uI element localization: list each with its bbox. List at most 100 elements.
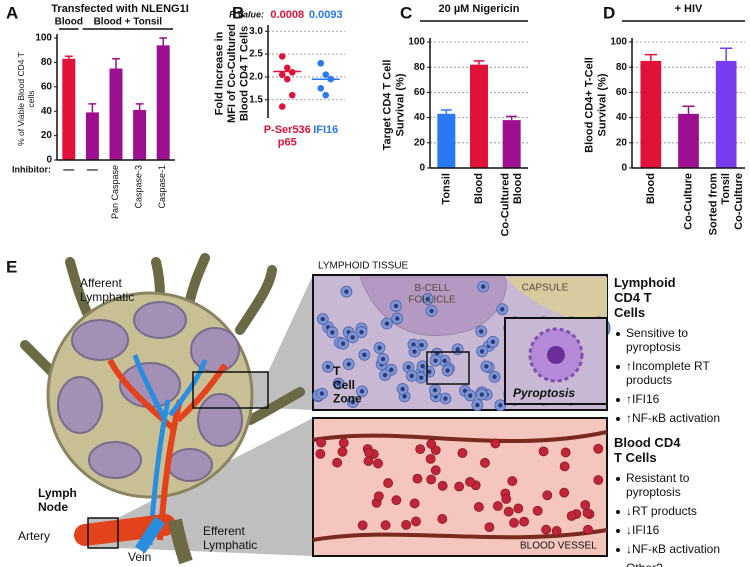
capsule-label: CAPSULE: [522, 283, 569, 294]
blood-cell: [507, 476, 518, 486]
y-tick-label: 60: [616, 87, 628, 98]
x-tick-label: P-Ser536 p65: [264, 124, 311, 149]
x-tick-label: Blood: [645, 173, 657, 204]
tissue-label: LYMPHOID TISSUE: [318, 261, 409, 272]
blood-cell: [542, 490, 553, 501]
data-point: [288, 91, 296, 99]
pyroptosis-label: Pyroptosis: [513, 386, 575, 400]
cell-nucleus: [320, 316, 326, 322]
blood-cell: [337, 446, 348, 457]
blood-cell: [357, 520, 368, 531]
blood-cell: [373, 491, 384, 502]
cell-nucleus: [377, 345, 382, 351]
blood-cell: [426, 439, 437, 449]
lymphatic-vessel: [20, 253, 305, 425]
zoom-box: [426, 351, 470, 385]
blood-cell: [409, 498, 420, 509]
y-tick-label: 1.5: [249, 94, 263, 105]
cell-nucleus: [412, 349, 417, 354]
data-point: [278, 103, 286, 110]
panel-letter: A: [6, 3, 18, 22]
error-bar: [506, 115, 518, 121]
data-point: [317, 85, 325, 92]
blood-cell: [401, 519, 412, 530]
cell-nucleus: [420, 364, 425, 369]
data-point: [283, 75, 291, 83]
blood-cell: [559, 487, 570, 498]
bullet: [616, 548, 620, 552]
zoom-box: [192, 371, 269, 409]
bar: [156, 45, 170, 160]
list-item: ↓NF-κB activation: [626, 542, 720, 556]
panel-e-art: [20, 253, 611, 565]
cell-nucleus: [411, 342, 416, 347]
y-tick-label: 0: [621, 163, 627, 174]
cell-nucleus: [362, 352, 367, 357]
y-axis-label: Target CD4 T CellSurvival (%): [382, 60, 407, 151]
cell-nucleus: [409, 373, 414, 379]
list-title: Lymphoid CD4 T Cells: [614, 275, 676, 320]
cell-nucleus: [389, 367, 394, 373]
x-tick-label: Pan Caspase: [110, 165, 120, 219]
cell-nucleus: [479, 392, 484, 397]
x-tick-label: Caspase-3: [134, 165, 144, 209]
vein-label: Vein: [128, 550, 151, 564]
blood-cell: [532, 505, 543, 516]
y-tick-label: 20: [616, 137, 628, 148]
data-point: [283, 64, 291, 72]
blood-cell: [559, 461, 570, 472]
list-item: ↑IFI16: [626, 392, 660, 406]
p-value: 0.0093: [309, 9, 343, 21]
error-bar: [135, 103, 144, 110]
cell-nucleus: [443, 396, 448, 401]
cell-layer: [315, 437, 604, 536]
bullet: [616, 510, 620, 514]
blood-cell: [338, 437, 349, 448]
cell-nucleus: [340, 341, 346, 346]
cell-nucleus: [433, 358, 438, 363]
blood-cell: [538, 446, 549, 457]
vessel-label: BLOOD VESSEL: [520, 541, 597, 552]
blood-cell: [315, 448, 326, 459]
y-tick-label: 80: [616, 62, 628, 73]
blood-cell: [509, 517, 519, 528]
list-item: Sensitive to pyroptosis: [626, 326, 688, 354]
blood-cell: [437, 480, 448, 491]
cell-nucleus: [359, 389, 365, 394]
cell-nucleus: [429, 308, 434, 314]
bar: [678, 113, 699, 168]
x-tick-label: Blood: [473, 173, 485, 204]
cell-nucleus: [382, 372, 388, 378]
cell-nucleus: [455, 347, 460, 352]
cell-nucleus: [344, 289, 349, 294]
cell-nucleus: [492, 374, 497, 380]
vessel-wall: [312, 430, 608, 542]
chart-title: 20 µM Nigericin: [439, 3, 520, 15]
chart-title: + HIV: [675, 3, 703, 15]
cell-nucleus: [442, 358, 447, 364]
p-value: 0.0008: [270, 9, 304, 21]
t-zone-label: T Cell Zone: [333, 364, 362, 406]
blood-cell: [380, 520, 391, 531]
y-tick-label: 60: [414, 87, 426, 98]
afferent-label: Afferent Lymphatic: [80, 276, 134, 304]
bar: [715, 60, 737, 168]
list-item: ↑NF-κB activation: [626, 411, 720, 425]
cell-nucleus: [479, 329, 484, 334]
error-bar: [682, 105, 695, 114]
y-tick-label: 100: [408, 37, 425, 48]
error-bar: [112, 57, 120, 69]
group-label: Blood: [55, 17, 83, 28]
x-tick-label: Tonsil: [440, 173, 452, 205]
list-title: Blood CD4 T Cells: [614, 435, 681, 465]
cell-nucleus: [419, 342, 424, 348]
vein: [135, 516, 165, 554]
bullet: [616, 477, 620, 481]
y-tick-label: 20: [414, 137, 426, 148]
blood-cell: [593, 475, 604, 485]
bullet: [616, 417, 620, 421]
cell-nucleus: [498, 403, 503, 408]
y-tick-label: 40: [616, 112, 628, 123]
cell-nucleus: [432, 387, 438, 393]
y-tick-label: 2.5: [249, 49, 263, 60]
